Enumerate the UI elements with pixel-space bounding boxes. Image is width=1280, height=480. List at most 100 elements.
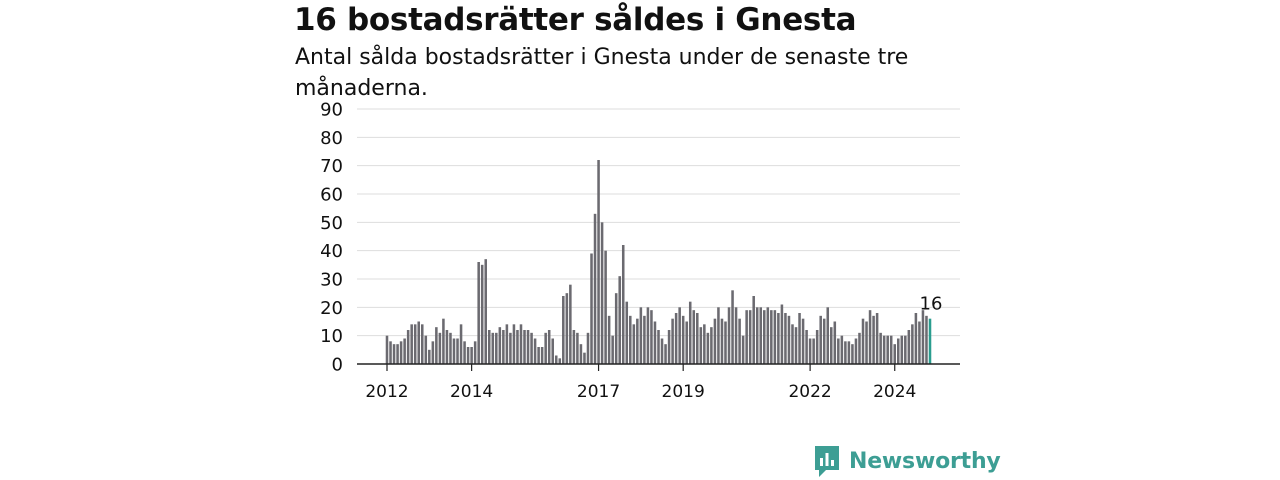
x-tick-label: 2014 [450,382,493,402]
x-tick-label: 2019 [662,382,705,402]
bar [435,327,438,364]
bar [572,330,576,364]
bar [442,318,445,364]
y-tick-label: 80 [320,128,343,149]
x-tick-label: 2024 [873,382,916,402]
bar [643,315,646,364]
bar [911,324,914,364]
bar [921,310,925,364]
y-tick-label: 70 [320,156,343,177]
bar [586,332,590,364]
bar [597,160,600,364]
bar [865,321,868,364]
bar [925,315,928,364]
bar [653,321,657,364]
bar [389,341,392,364]
bar [773,310,777,364]
bar [547,330,551,364]
bar [495,332,498,364]
bar [858,332,861,364]
bar [830,327,833,364]
bar [815,330,819,364]
bar [794,327,798,364]
bar [621,245,625,364]
last-value-annotation: 16 [920,294,943,315]
bar [466,347,470,364]
bar [763,310,766,364]
y-tick-label: 10 [320,326,343,347]
bar [484,259,487,364]
bar [745,310,748,364]
bar [526,330,530,364]
bar [413,324,417,364]
bar [699,327,703,364]
bar [688,301,692,364]
bar [805,330,808,364]
y-tick-label: 40 [320,241,343,262]
bar [512,324,516,364]
bar [399,341,403,364]
bar [784,313,787,364]
grid-lines [357,108,960,337]
x-tick-label: 2022 [788,382,831,402]
newsworthy-logo: Newsworthy [813,444,1001,478]
bar [636,318,639,364]
bar [576,332,579,364]
bar [780,304,784,364]
bar [473,341,477,364]
bar [879,332,882,364]
bar [801,318,805,364]
bar [417,321,420,364]
bar [491,332,495,364]
bar [554,355,558,364]
bar [544,332,547,364]
bar [614,293,618,364]
bar [724,321,727,364]
bar [410,324,413,364]
bar [590,253,593,364]
bar [498,327,502,364]
bar [840,335,844,364]
bar [812,338,815,364]
bar [900,335,904,364]
bar [639,307,643,364]
bar [565,293,569,364]
bar [558,358,562,364]
bar [833,321,837,364]
bar [918,321,921,364]
bar [456,338,459,364]
bar [480,264,484,364]
bar [593,213,597,364]
bar [438,332,442,364]
bar [509,332,512,364]
bar [872,315,875,364]
bar [766,307,770,364]
bar [516,330,519,364]
bar [431,341,435,364]
bar [660,338,664,364]
bar [752,296,755,364]
y-tick-label: 90 [320,100,343,121]
bar [533,338,537,364]
bar [928,318,932,364]
bar [477,262,480,364]
bar [459,324,463,364]
bar [678,307,681,364]
bar [720,318,724,364]
y-tick-label: 50 [320,213,343,234]
bar [907,330,911,364]
bar [893,344,897,364]
bar [537,347,540,364]
bar [882,335,886,364]
bar [854,338,858,364]
bar [875,313,879,364]
bars [385,160,932,364]
y-tick-label: 20 [320,298,343,319]
bar [727,307,731,364]
bar [717,307,720,364]
chart-subtitle: Antal sålda bostadsrätter i Gnesta under… [295,45,909,101]
bar [755,307,759,364]
bar [759,307,763,364]
bar [607,315,611,364]
